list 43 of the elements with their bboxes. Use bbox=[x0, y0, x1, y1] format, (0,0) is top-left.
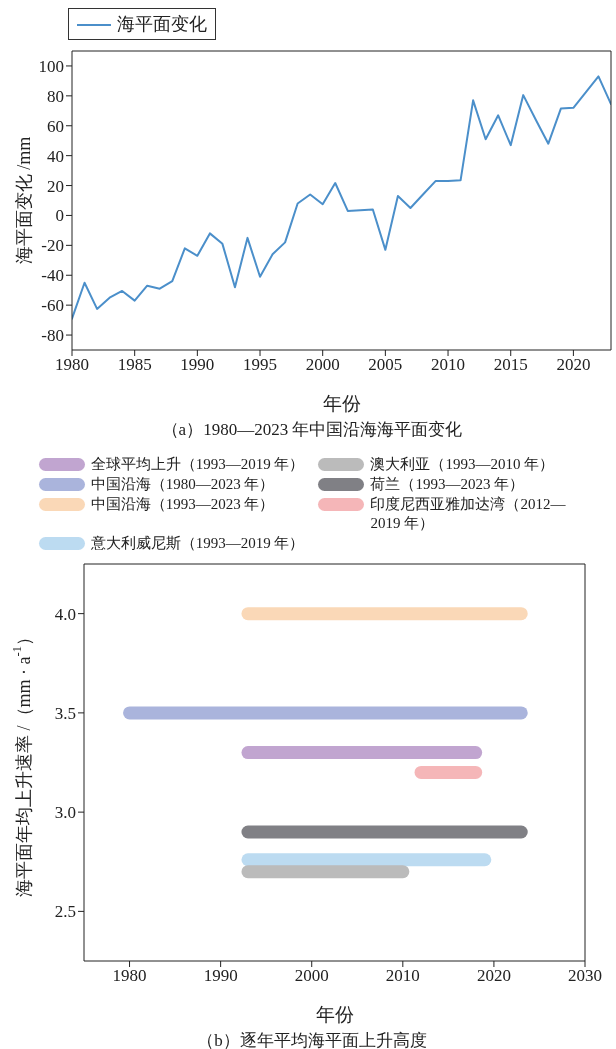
x-axis-title: 年份 bbox=[315, 1004, 354, 1025]
x-tick-label: 2000 bbox=[305, 355, 340, 375]
x-tick-label: 2020 bbox=[476, 966, 511, 986]
legend-label: 全球平均上升（1993—2019 年） bbox=[90, 455, 305, 474]
y-tick-label: 3.0 bbox=[54, 803, 76, 823]
y-tick-label: 60 bbox=[47, 116, 64, 136]
legend-label: 海平面变化 bbox=[117, 13, 207, 36]
y-tick-label: 4.0 bbox=[54, 604, 76, 624]
x-tick-label: 1985 bbox=[117, 355, 152, 375]
legend-label: 中国沿海（1980—2023 年） bbox=[90, 475, 275, 494]
legend-label: 澳大利亚（1993—2010 年） bbox=[370, 455, 555, 474]
text: （b）逐年平均海平面上升高度 bbox=[196, 1030, 428, 1049]
x-tick-label: 1990 bbox=[180, 355, 215, 375]
x-tick-label: 2020 bbox=[556, 355, 591, 375]
y-tick-label: 3.5 bbox=[54, 703, 76, 723]
y-tick-label: -40 bbox=[41, 266, 64, 286]
x-tick-label: 1990 bbox=[203, 966, 238, 986]
legend-label: 意大利威尼斯（1993—2019 年） bbox=[90, 534, 305, 553]
y-tick-label: 2.5 bbox=[54, 902, 76, 922]
legend-label: 荷兰（1993—2023 年） bbox=[370, 475, 525, 494]
x-tick-label: 2005 bbox=[368, 355, 403, 375]
line-series bbox=[72, 75, 611, 320]
x-tick-label: 2015 bbox=[493, 355, 528, 375]
x-tick-label: 2030 bbox=[568, 966, 602, 986]
y-tick-label: -20 bbox=[41, 236, 64, 256]
text: （a）1980—2023 年中国沿海海平面变化 bbox=[160, 419, 464, 441]
legend-label: 中国沿海（1993—2023 年） bbox=[90, 495, 275, 514]
x-tick-label: 2000 bbox=[294, 966, 329, 986]
y-tick-label: 100 bbox=[38, 56, 64, 76]
x-tick-label: 2010 bbox=[385, 966, 420, 986]
x-tick-label: 1980 bbox=[55, 355, 89, 375]
y-tick-label: 20 bbox=[47, 176, 64, 196]
x-tick-label: 1995 bbox=[243, 355, 278, 375]
y-tick-label: -60 bbox=[41, 296, 64, 316]
x-axis-title: 年份 bbox=[322, 393, 361, 414]
y-tick-label: -80 bbox=[41, 326, 64, 346]
x-tick-label: 1980 bbox=[112, 966, 147, 986]
x-tick-label: 2010 bbox=[431, 355, 466, 375]
y-axis-title: 海平面变化 /mm bbox=[14, 136, 34, 265]
y-tick-label: 0 bbox=[55, 206, 64, 226]
y-tick-label: 80 bbox=[47, 86, 64, 106]
legend-label: 印度尼西亚雅加达湾（2012—2019 年） bbox=[370, 495, 567, 533]
y-tick-label: 40 bbox=[47, 146, 64, 166]
